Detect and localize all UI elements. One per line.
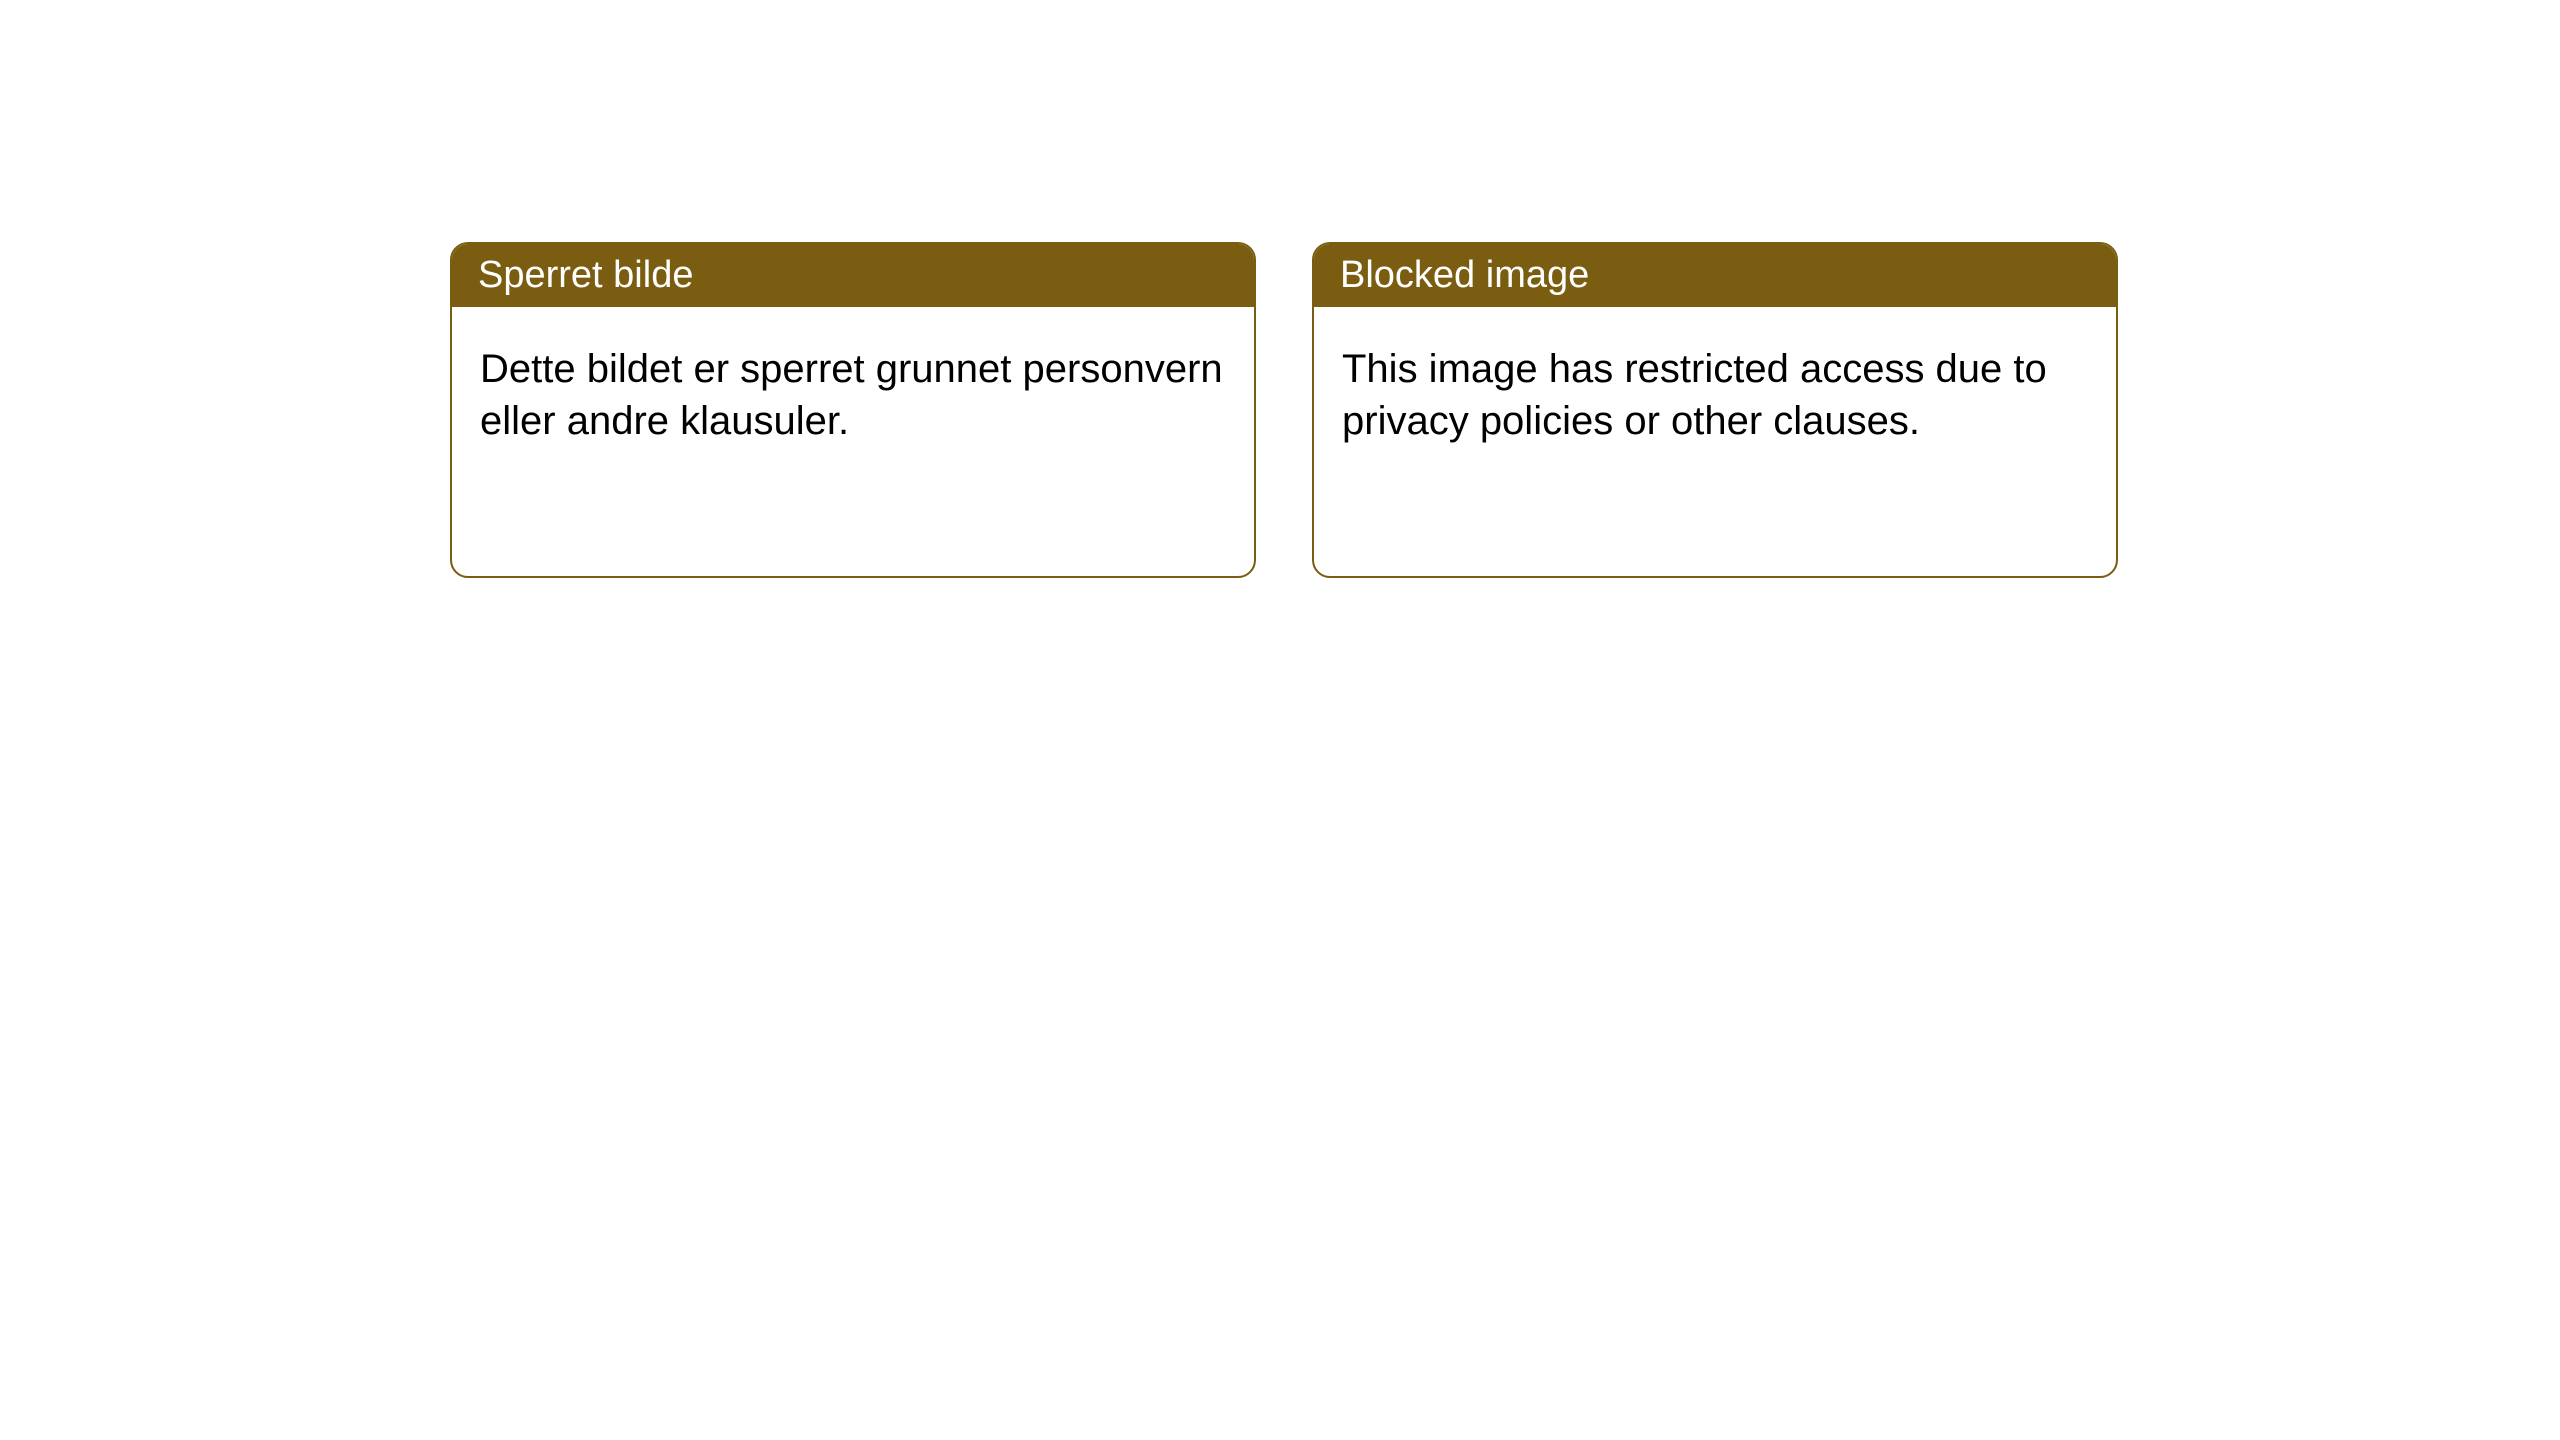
card-body: Dette bildet er sperret grunnet personve…: [452, 307, 1254, 483]
notice-card-norwegian: Sperret bilde Dette bildet er sperret gr…: [450, 242, 1256, 578]
notice-cards-container: Sperret bilde Dette bildet er sperret gr…: [0, 0, 2560, 578]
notice-card-english: Blocked image This image has restricted …: [1312, 242, 2118, 578]
card-body: This image has restricted access due to …: [1314, 307, 2116, 483]
card-header: Sperret bilde: [452, 244, 1254, 307]
card-header: Blocked image: [1314, 244, 2116, 307]
